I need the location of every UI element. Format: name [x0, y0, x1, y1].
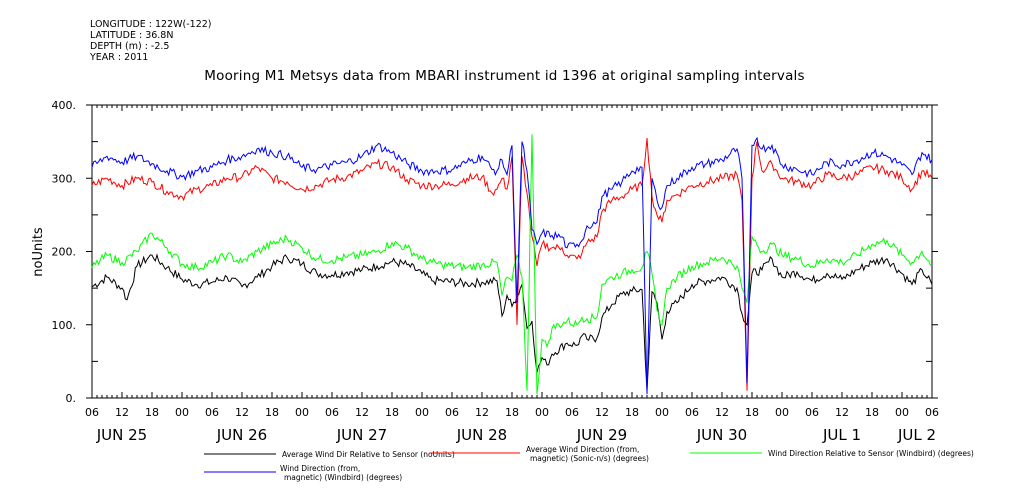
x-tick-label: 18 — [265, 406, 279, 419]
series-line-4 — [91, 136, 933, 395]
x-tick-label: 12 — [835, 406, 849, 419]
legend-label-2: magnetic) (Sonic-n/s) (degrees) — [530, 454, 649, 463]
series-line-2 — [91, 137, 933, 391]
latitude-label: LATITUDE : 36.8N — [90, 30, 174, 41]
x-tick-label: 18 — [145, 406, 159, 419]
x-tick-label: 18 — [625, 406, 639, 419]
series-layer — [91, 134, 933, 395]
day-label: JUN 30 — [696, 426, 747, 444]
day-label: JUN 29 — [576, 426, 627, 444]
y-axis-label: noUnits — [31, 227, 46, 277]
x-tick-label: 06 — [925, 406, 939, 419]
x-tick-label: 06 — [685, 406, 699, 419]
longitude-label: LONGITUDE : 122W(-122) — [90, 19, 212, 30]
legend-label-4: magnetic) (Windbird) (degrees) — [284, 473, 402, 482]
x-tick-label: 00 — [415, 406, 429, 419]
y-tick-label: 300. — [52, 172, 77, 185]
day-label: JUN 25 — [96, 426, 147, 444]
x-tick-label: 12 — [115, 406, 129, 419]
year-label: YEAR : 2011 — [90, 52, 149, 63]
x-tick-label: 18 — [505, 406, 519, 419]
day-label: JUN 26 — [216, 426, 267, 444]
x-tick-label: 00 — [895, 406, 909, 419]
day-label: JUN 27 — [336, 426, 387, 444]
y-tick-label: 400. — [52, 99, 77, 112]
x-tick-label: 06 — [565, 406, 579, 419]
legend-label-4: Wind Direction (from, — [280, 464, 360, 473]
x-tick-label: 06 — [805, 406, 819, 419]
x-tick-label: 06 — [445, 406, 459, 419]
x-tick-label: 12 — [355, 406, 369, 419]
x-tick-label: 12 — [475, 406, 489, 419]
legend-label-3: Wind Direction Relative to Sensor (Windb… — [768, 449, 974, 458]
day-label: JUL 1 — [822, 426, 861, 444]
day-label: JUN 28 — [456, 426, 507, 444]
x-tick-label: 00 — [655, 406, 669, 419]
x-tick-label: 12 — [595, 406, 609, 419]
x-tick-label: 00 — [295, 406, 309, 419]
x-tick-label: 00 — [775, 406, 789, 419]
legend: Average Wind Dir Relative to Sensor (noU… — [204, 445, 974, 482]
series-line-3 — [91, 134, 933, 395]
y-tick-label: 200. — [52, 246, 77, 259]
axes-layer: 0. 100. 200. 300. 400. 06 12 18 00 06 12 18 00 06 12 18… — [52, 99, 940, 444]
legend-label-1: Average Wind Dir Relative to Sensor (noU… — [282, 450, 455, 459]
legend-label-2: Average Wind Direction (from, — [526, 445, 639, 454]
x-tick-label: 18 — [385, 406, 399, 419]
day-label: JUL 2 — [897, 426, 936, 444]
x-tick-label: 12 — [235, 406, 249, 419]
x-tick-label: 00 — [535, 406, 549, 419]
series-line-1 — [91, 253, 933, 391]
x-tick-label: 18 — [865, 406, 879, 419]
x-tick-label: 18 — [745, 406, 759, 419]
chart-title: Mooring M1 Metsys data from MBARI instru… — [204, 68, 805, 84]
x-tick-label: 12 — [715, 406, 729, 419]
metadata-block: LONGITUDE : 122W(-122) LATITUDE : 36.8N … — [90, 19, 212, 63]
x-tick-label: 06 — [205, 406, 219, 419]
x-tick-label: 06 — [85, 406, 99, 419]
depth-label: DEPTH (m) : -2.5 — [90, 41, 170, 52]
y-tick-label: 100. — [52, 319, 77, 332]
x-tick-label: 06 — [325, 406, 339, 419]
y-tick-label: 0. — [66, 392, 77, 405]
x-tick-label: 00 — [175, 406, 189, 419]
